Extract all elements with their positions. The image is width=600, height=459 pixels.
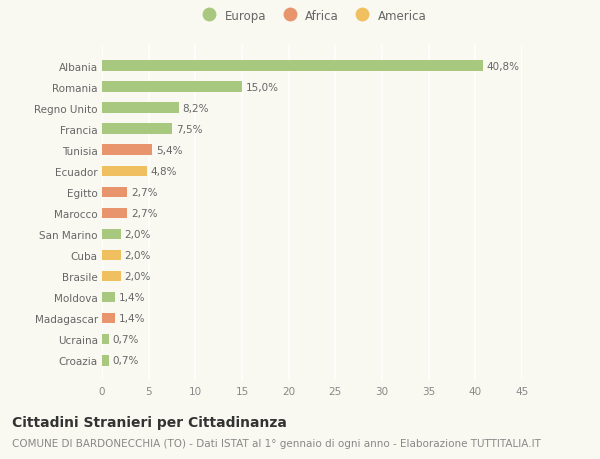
Text: 0,7%: 0,7% [112,356,139,365]
Text: 1,4%: 1,4% [119,313,145,324]
Bar [102,82,242,93]
Bar [102,229,121,240]
Bar [102,124,172,134]
Bar [102,250,121,261]
Bar [102,187,127,198]
Text: 15,0%: 15,0% [246,83,279,92]
Text: 1,4%: 1,4% [119,292,145,302]
Bar [102,313,115,324]
Legend: Europa, Africa, America: Europa, Africa, America [193,5,431,27]
Bar [102,61,483,72]
Text: Cittadini Stranieri per Cittadinanza: Cittadini Stranieri per Cittadinanza [12,415,287,429]
Text: COMUNE DI BARDONECCHIA (TO) - Dati ISTAT al 1° gennaio di ogni anno - Elaborazio: COMUNE DI BARDONECCHIA (TO) - Dati ISTAT… [12,438,541,448]
Bar [102,292,115,303]
Text: 2,7%: 2,7% [131,208,157,218]
Bar [102,166,147,177]
Text: 2,0%: 2,0% [124,251,151,260]
Text: 0,7%: 0,7% [112,335,139,344]
Text: 2,7%: 2,7% [131,187,157,197]
Bar [102,103,179,114]
Bar [102,271,121,282]
Bar [102,208,127,218]
Text: 40,8%: 40,8% [487,62,520,71]
Text: 5,4%: 5,4% [156,146,182,156]
Bar [102,355,109,366]
Text: 8,2%: 8,2% [182,103,209,113]
Text: 2,0%: 2,0% [124,230,151,240]
Bar [102,145,152,156]
Text: 4,8%: 4,8% [151,167,177,176]
Text: 2,0%: 2,0% [124,271,151,281]
Bar [102,334,109,345]
Text: 7,5%: 7,5% [176,124,202,134]
